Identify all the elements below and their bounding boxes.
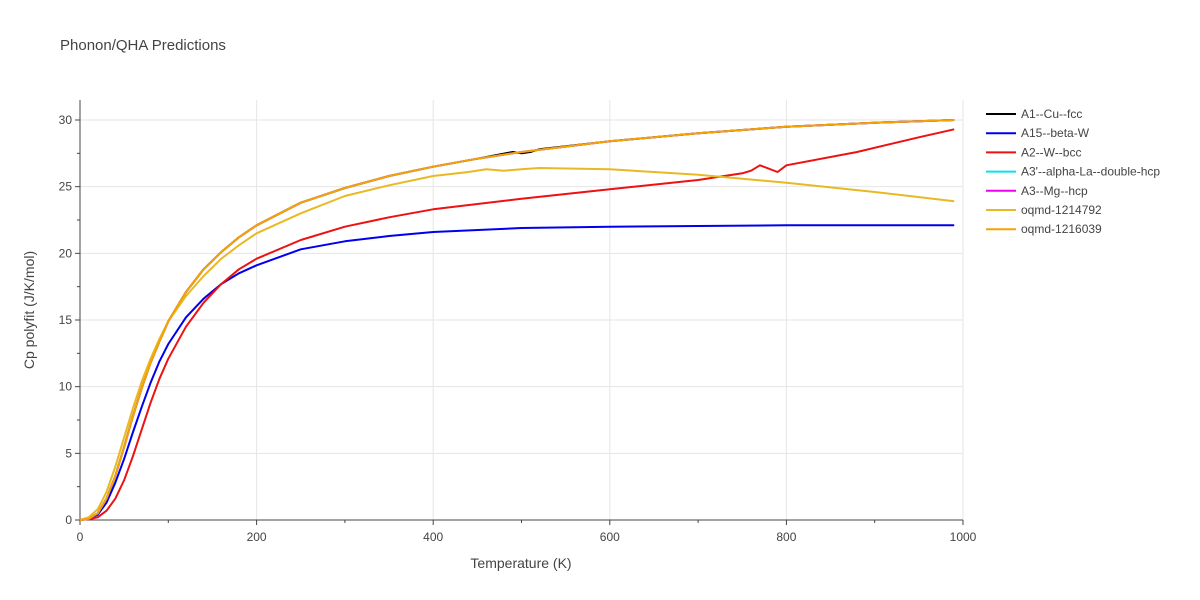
legend-label: A2--W--bcc (1021, 145, 1081, 159)
series-lines (79, 119, 955, 521)
legend-label: A1--Cu--fcc (1021, 107, 1082, 121)
legend-item-6[interactable]: oqmd-1214792 (986, 203, 1102, 217)
legend-item-2[interactable]: A15--beta-W (986, 126, 1090, 140)
legend-item-3[interactable]: A2--W--bcc (986, 145, 1081, 159)
x-tick-label: 0 (77, 530, 84, 544)
x-tick-label: 800 (776, 530, 796, 544)
x-tick-label: 600 (600, 530, 620, 544)
x-tick-label: 400 (423, 530, 443, 544)
y-tick-label: 10 (59, 380, 73, 394)
y-tick-label: 15 (59, 313, 73, 327)
axes: 0 200 400 600 800 1000 0 5 10 15 20 25 30 (59, 100, 977, 544)
y-tick-label: 30 (59, 113, 73, 127)
gridlines (80, 100, 964, 520)
legend-label: A3'--alpha-La--double-hcp (1021, 165, 1160, 179)
legend[interactable]: A1--Cu--fcc A15--beta-W A2--W--bcc A3'--alp… (986, 107, 1160, 236)
legend-item-7[interactable]: oqmd-1216039 (986, 222, 1102, 236)
y-tick-label: 0 (65, 513, 72, 527)
x-tick-label: 1000 (950, 530, 977, 544)
series-line-3 (79, 128, 955, 521)
legend-label: A3--Mg--hcp (1021, 184, 1088, 198)
y-tick-label: 25 (59, 180, 73, 194)
y-tick-label: 5 (65, 446, 72, 460)
legend-item-4[interactable]: A3'--alpha-La--double-hcp (986, 165, 1160, 179)
series-line-7 (79, 119, 955, 521)
x-tick-label: 200 (247, 530, 267, 544)
y-tick-label: 20 (59, 246, 73, 260)
legend-item-5[interactable]: A3--Mg--hcp (986, 184, 1088, 198)
legend-item-1[interactable]: A1--Cu--fcc (986, 107, 1082, 121)
chart-title: Phonon/QHA Predictions (60, 37, 226, 54)
series-line-2 (79, 224, 955, 521)
series-line-6 (79, 167, 955, 521)
x-axis-title: Temperature (K) (470, 555, 571, 571)
legend-label: A15--beta-W (1021, 126, 1090, 140)
legend-label: oqmd-1216039 (1021, 222, 1102, 236)
y-axis-title: Cp polyfit (J/K/mol) (21, 251, 37, 369)
legend-label: oqmd-1214792 (1021, 203, 1102, 217)
